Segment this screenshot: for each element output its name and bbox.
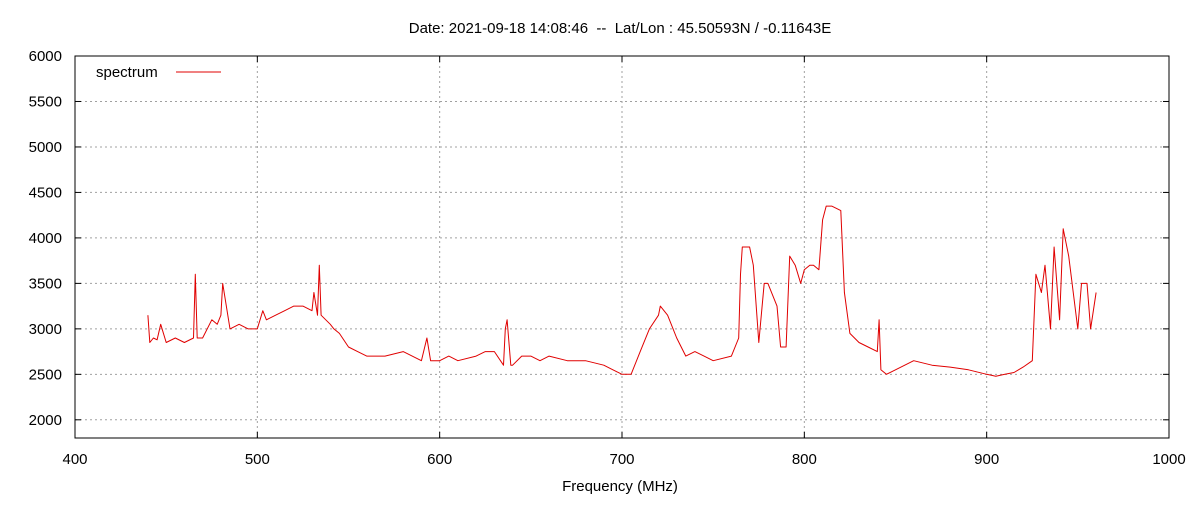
x-tick-label: 700 — [609, 451, 634, 468]
y-tick-label: 3500 — [29, 275, 62, 292]
x-tick-label: 800 — [792, 451, 817, 468]
y-tick-label: 6000 — [29, 48, 62, 65]
y-tick-label: 5000 — [29, 139, 62, 156]
series-layer — [147, 205, 1097, 377]
grid-lines — [75, 56, 1169, 438]
x-tick-label: 900 — [974, 451, 999, 468]
axis-ticks — [74, 55, 1170, 438]
chart-title: Date: 2021-09-18 14:08:46 -- Lat/Lon : 4… — [409, 20, 832, 37]
legend: spectrum — [96, 64, 221, 81]
y-tick-label: 4500 — [29, 184, 62, 201]
y-tick-labels: 2000 2500 3000 3500 4000 4500 5000 5500 6000 — [29, 48, 62, 429]
series-line-spectrum — [147, 205, 1097, 377]
legend-label: spectrum — [96, 64, 158, 81]
y-tick-label: 5500 — [29, 93, 62, 110]
x-tick-label: 500 — [245, 451, 270, 468]
y-tick-label: 4000 — [29, 230, 62, 247]
y-tick-label: 3000 — [29, 321, 62, 338]
x-tick-label: 400 — [62, 451, 87, 468]
y-tick-label: 2500 — [29, 366, 62, 383]
y-tick-label: 2000 — [29, 412, 62, 429]
x-tick-label: 600 — [427, 451, 452, 468]
x-axis-label: Frequency (MHz) — [562, 478, 678, 495]
x-tick-label: 1000 — [1152, 451, 1185, 468]
x-tick-labels: 400 500 600 700 800 900 1000 — [62, 451, 1185, 468]
